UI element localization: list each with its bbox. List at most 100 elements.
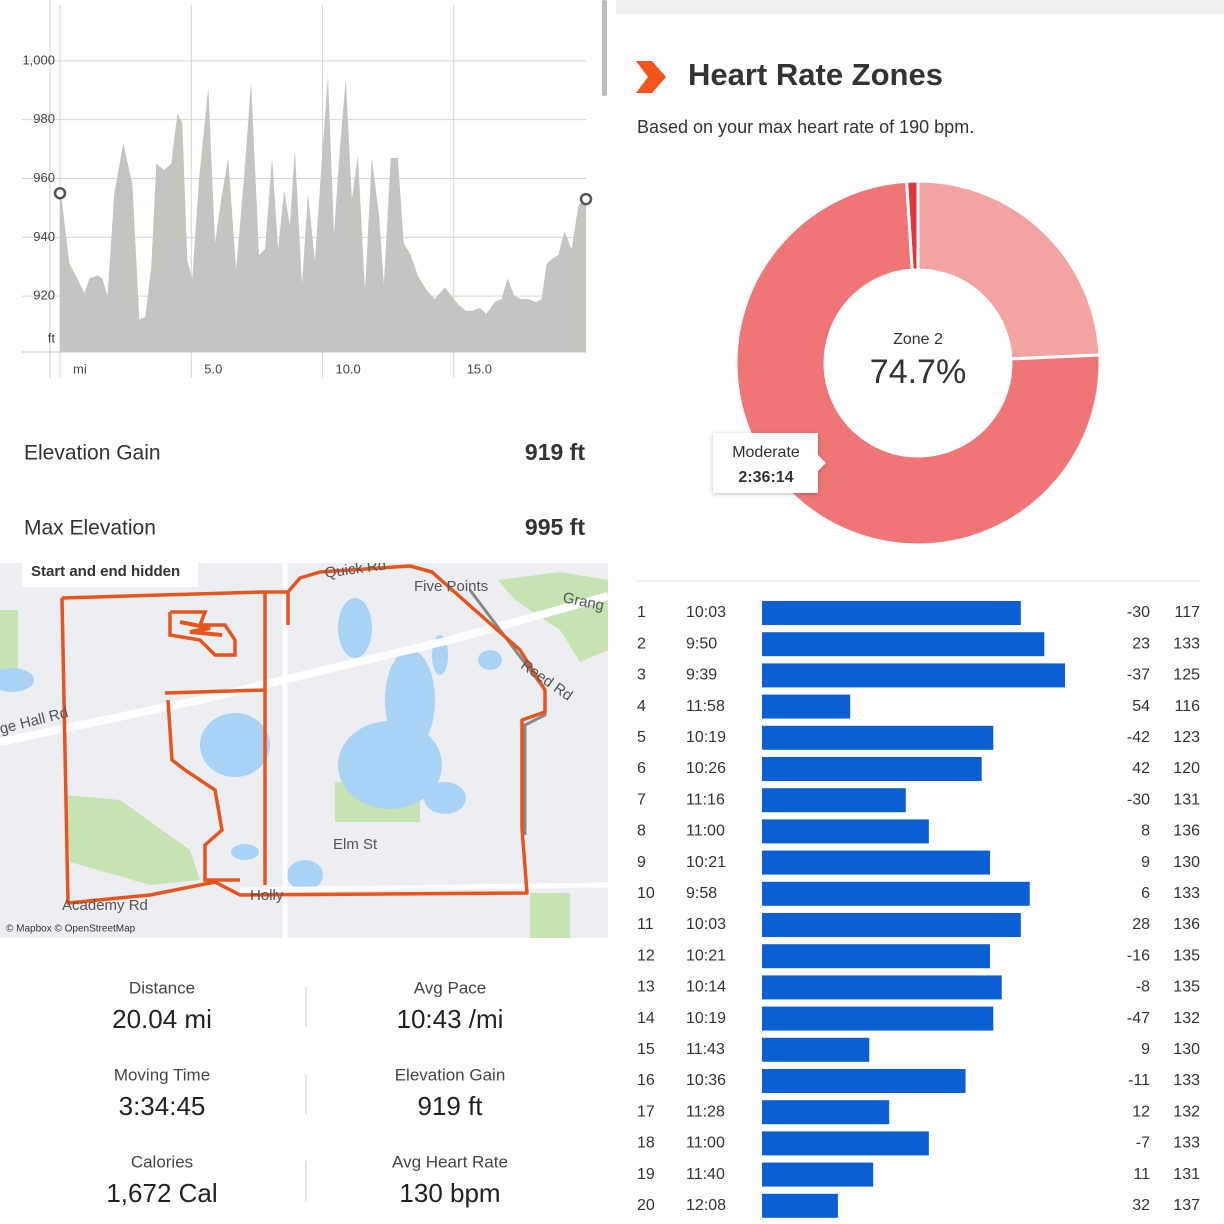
tooltip-label: Moderate	[732, 444, 800, 461]
stat-value: 919 ft	[525, 439, 585, 465]
stat-label: Moving Time	[114, 1065, 210, 1084]
pace-bar	[762, 1006, 994, 1031]
split-heart-rate: 131	[1173, 1166, 1200, 1183]
pace-bar	[762, 975, 1002, 1000]
stat-label: Elevation Gain	[395, 1065, 506, 1084]
pace-bar	[762, 944, 990, 969]
donut-chart: Zone 2 74.7% Moderate 2:36:14	[713, 179, 1102, 547]
split-number: 11	[637, 916, 654, 933]
split-elevation: 28	[1132, 916, 1150, 933]
pace-bar	[762, 850, 990, 875]
split-number: 14	[637, 1010, 655, 1027]
x-tick-label: 15.0	[467, 361, 492, 376]
split-number: 16	[637, 1072, 655, 1089]
center-value: 74.7%	[870, 353, 966, 391]
route	[164, 688, 266, 695]
road	[239, 882, 608, 893]
split-pace: 9:58	[686, 885, 717, 902]
split-elevation: 42	[1132, 760, 1150, 777]
stat-value: 20.04 mi	[112, 1004, 212, 1034]
stats-grid: Distance 20.04 mi Avg Pace 10:43 /mi Moving …	[106, 978, 508, 1207]
stat-value: 1,672 Cal	[106, 1178, 217, 1208]
pace-bar	[762, 788, 906, 813]
split-number: 3	[637, 667, 646, 684]
y-tick-label: 960	[33, 170, 55, 185]
y-tick-label: 980	[33, 111, 55, 126]
pace-bar	[762, 1100, 890, 1125]
stat-label: Elevation Gain	[24, 442, 161, 465]
map-label: Academy Rd	[62, 897, 148, 914]
split-heart-rate: 130	[1173, 1041, 1200, 1058]
pace-bar	[762, 1037, 870, 1062]
stat-label: Distance	[129, 978, 195, 997]
x-tick-label: 5.0	[204, 361, 222, 376]
split-number: 12	[637, 947, 655, 964]
split-heart-rate: 133	[1173, 1135, 1200, 1152]
endpoint-marker	[53, 186, 67, 200]
map-notice: Start and end hidden	[31, 563, 180, 580]
stat-value: 130 bpm	[399, 1178, 500, 1208]
split-pace: 10:36	[686, 1072, 726, 1089]
pace-bar	[762, 1162, 874, 1187]
split-heart-rate: 125	[1173, 667, 1200, 684]
split-pace: 10:26	[686, 760, 726, 777]
scrollbar	[602, 0, 607, 96]
pace-bar	[762, 1193, 838, 1218]
split-number: 7	[637, 791, 646, 808]
split-elevation: 12	[1132, 1103, 1150, 1120]
map-label: Holly	[250, 887, 284, 904]
split-elevation: 6	[1141, 885, 1150, 902]
x-tick-label: 10.0	[335, 361, 360, 376]
stat-value: 919 ft	[417, 1091, 483, 1121]
road	[0, 592, 608, 746]
pace-bar	[762, 757, 982, 781]
split-elevation: 54	[1132, 698, 1150, 715]
split-number: 4	[637, 698, 646, 715]
pace-bar	[762, 694, 851, 719]
pace-bar	[762, 819, 929, 844]
split-heart-rate: 117	[1174, 604, 1200, 621]
split-elevation: -8	[1136, 979, 1150, 996]
top-strip	[616, 0, 1224, 14]
road	[468, 589, 547, 835]
x-tick-label: mi	[73, 361, 87, 376]
zones-subtitle: Based on your max heart rate of 190 bpm.	[637, 117, 974, 137]
lake	[231, 844, 259, 860]
split-pace: 9:50	[686, 635, 717, 652]
stat-value: 3:34:45	[119, 1091, 206, 1121]
split-number: 20	[637, 1197, 655, 1214]
split-number: 13	[637, 979, 655, 996]
split-pace: 11:58	[686, 698, 725, 715]
pace-bar	[762, 725, 994, 750]
split-number: 1	[637, 604, 646, 621]
pace-bar	[762, 1131, 929, 1156]
lake	[478, 650, 502, 670]
map: Quick Rd Five Points Grang Reed Rd ge Ha…	[0, 563, 608, 938]
y-axis-unit: ft	[48, 330, 56, 345]
split-elevation: -42	[1127, 729, 1150, 746]
split-pace: 11:16	[686, 791, 725, 808]
split-number: 2	[637, 635, 646, 652]
split-pace: 10:03	[686, 916, 726, 933]
split-pace: 11:00	[686, 823, 725, 840]
split-elevation: 11	[1133, 1166, 1150, 1183]
stat-label: Max Elevation	[24, 517, 156, 540]
lake	[338, 598, 372, 658]
split-elevation: -16	[1127, 947, 1150, 964]
split-heart-rate: 135	[1173, 979, 1200, 996]
split-heart-rate: 133	[1173, 1072, 1200, 1089]
endpoint-marker	[579, 192, 593, 206]
split-pace: 10:03	[686, 604, 726, 621]
lake	[200, 713, 270, 777]
lake	[0, 668, 34, 692]
split-number: 6	[637, 760, 646, 777]
pace-bar	[762, 663, 1065, 688]
stat-label: Avg Pace	[414, 978, 486, 997]
split-elevation: -7	[1136, 1135, 1150, 1152]
split-heart-rate: 131	[1173, 791, 1200, 808]
stat-value: 995 ft	[525, 514, 585, 540]
split-elevation: -30	[1127, 791, 1150, 808]
zone-slice	[734, 179, 1102, 547]
